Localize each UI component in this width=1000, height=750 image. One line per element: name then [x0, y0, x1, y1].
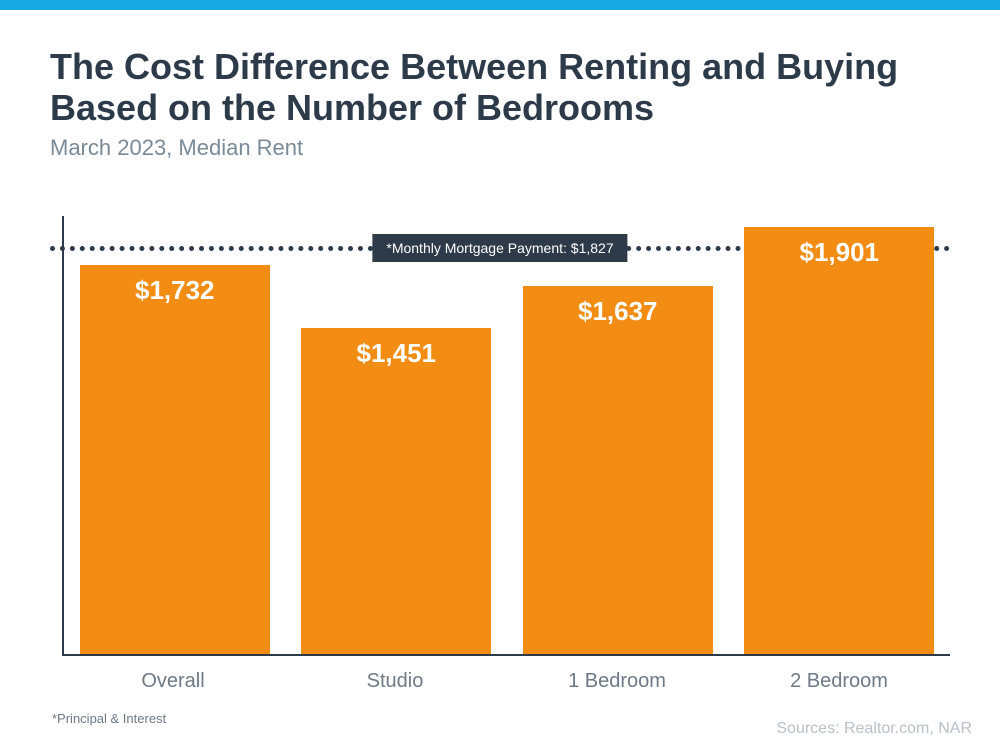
x-axis-label: Overall	[62, 670, 284, 693]
x-axis-labels: OverallStudio1 Bedroom2 Bedroom	[62, 670, 950, 693]
bar-slot: $1,732	[64, 216, 286, 654]
bar: $1,637	[523, 286, 713, 653]
bar-value-label: $1,901	[799, 237, 879, 268]
bar-value-label: $1,451	[356, 338, 436, 369]
bar: $1,732	[80, 265, 270, 654]
bar-value-label: $1,732	[135, 275, 215, 306]
bar-slot: $1,637	[507, 216, 729, 654]
chart-subtitle: March 2023, Median Rent	[50, 135, 950, 161]
chart-area: *Monthly Mortgage Payment: $1,827 $1,732…	[50, 216, 950, 656]
source-attribution: Sources: Realtor.com, NAR	[776, 720, 972, 738]
content-wrapper: The Cost Difference Between Renting and …	[0, 10, 1000, 726]
top-accent-bar	[0, 0, 1000, 10]
x-axis-label: 2 Bedroom	[728, 670, 950, 693]
bar: $1,901	[744, 227, 934, 654]
chart-title: The Cost Difference Between Renting and …	[50, 46, 950, 129]
bar-slot: $1,901	[729, 216, 951, 654]
bar-value-label: $1,637	[578, 296, 658, 327]
x-axis-label: Studio	[284, 670, 506, 693]
bar: $1,451	[301, 328, 491, 654]
bars-container: $1,732 $1,451 $1,637 $1,901	[62, 216, 950, 656]
bar-slot: $1,451	[286, 216, 508, 654]
x-axis-label: 1 Bedroom	[506, 670, 728, 693]
